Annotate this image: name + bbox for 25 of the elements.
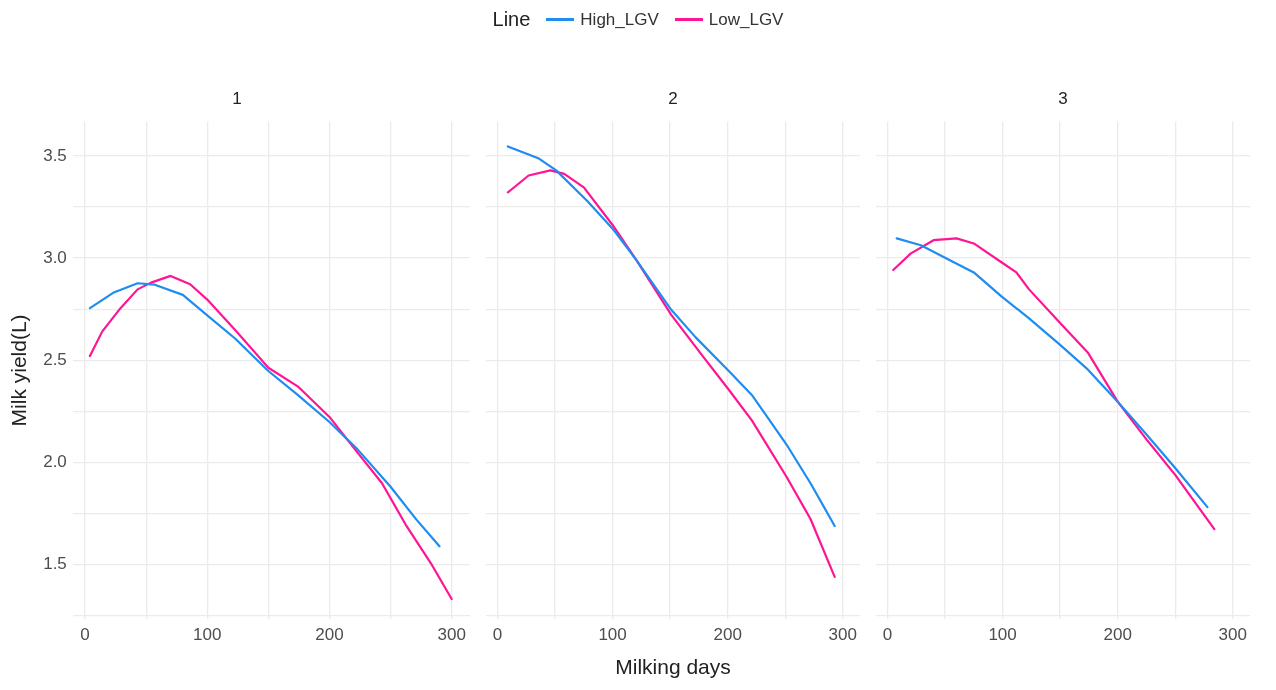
x-axis-title: Milking days [615,655,731,679]
y-tick-label: 2.5 [43,349,67,369]
y-tick-label: 2.0 [43,451,67,471]
x-tick-label: 100 [598,625,627,645]
x-tick-label: 200 [1103,625,1132,645]
x-tick-label: 200 [713,625,742,645]
chart-title: 3 [1058,88,1068,108]
legend-label: Low_LGV [708,9,784,30]
x-tick-label: 100 [193,625,222,645]
x-tick-label: 200 [315,625,344,645]
y-axis-title: Milk yield(L) [7,314,31,427]
x-tick-label: 300 [828,625,857,645]
x-tick-label: 0 [492,625,503,645]
x-tick-label: 0 [80,625,90,645]
y-tick-label: 3.0 [43,247,67,267]
legend-label: High_LGV [580,9,659,30]
y-tick-label: 3.5 [43,145,67,165]
y-tick-label: 1.5 [43,553,67,573]
x-tick-label: 0 [882,625,893,645]
x-tick-label: 100 [988,625,1017,645]
x-tick-label: 300 [1218,625,1247,645]
chart-title: 1 [232,88,242,108]
legend-title: Line [492,8,531,31]
x-tick-label: 300 [437,625,466,645]
chart-title: 2 [668,88,678,108]
